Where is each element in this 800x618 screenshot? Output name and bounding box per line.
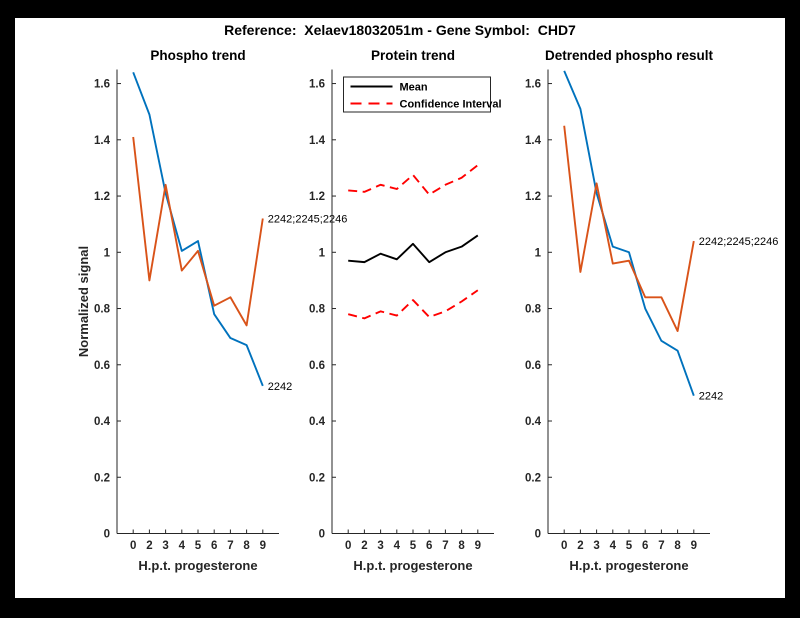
x-tick-label: 2 (361, 540, 367, 552)
subplot-title: Protein trend (371, 48, 455, 63)
y-tick-label: 1.6 (94, 79, 110, 91)
legend: Mean Confidence Interval (343, 76, 502, 113)
x-tick-label: 5 (410, 540, 417, 552)
series-line-2242 (132, 71, 264, 387)
y-axis-label: Normalized signal (76, 246, 91, 357)
y-tick-label: 1.4 (94, 135, 111, 147)
series-end-label-2242-2245-2246: 2242;2245;2246 (699, 236, 779, 248)
y-tick-label: 0 (535, 529, 541, 541)
y-tick-label: 1.2 (94, 191, 110, 203)
y-tick-label: 1 (535, 247, 542, 259)
x-axis-label: H.p.t. progesterone (569, 558, 688, 573)
subplot-protein-trend: 00.20.40.60.811.21.41.60 2 3 4 5 6 7 8 9Protein … (309, 48, 502, 573)
x-tick-label: 4 (179, 540, 186, 552)
y-tick-label: 0.6 (525, 360, 541, 372)
subplot-title: Phospho trend (150, 48, 245, 63)
y-tick-label: 0.2 (525, 472, 541, 484)
y-tick-label: 1.4 (525, 135, 542, 147)
x-axis-label: H.p.t. progesterone (138, 558, 257, 573)
y-tick-label: 1 (319, 247, 326, 259)
series-line-2242-2245-2246 (563, 125, 695, 332)
x-tick-label: 3 (377, 540, 383, 552)
series-end-label-2242: 2242 (268, 381, 292, 393)
x-tick-label: 8 (674, 540, 681, 552)
y-tick-label: 0.4 (94, 416, 111, 428)
x-tick-label: 0 (561, 540, 567, 552)
x-tick-label: 8 (458, 540, 465, 552)
x-tick-label: 7 (442, 540, 448, 552)
y-tick-label: 1 (104, 247, 111, 259)
x-tick-label: 5 (195, 540, 202, 552)
y-tick-label: 1.4 (309, 135, 326, 147)
y-tick-label: 1.6 (309, 79, 325, 91)
x-tick-label: 5 (626, 540, 633, 552)
y-tick-label: 0.2 (94, 472, 110, 484)
y-tick-label: 0 (104, 529, 110, 541)
x-tick-label: 8 (243, 540, 250, 552)
legend-label-mean: Mean (400, 82, 428, 94)
legend-label-confidence-interval: Confidence Interval (400, 99, 502, 111)
y-tick-label: 0.2 (309, 472, 325, 484)
series-line-confidence-interval-upper- (348, 164, 479, 196)
x-tick-label: 6 (642, 540, 648, 552)
subplot-phospho-trend: 00.20.40.60.811.21.41.60 2 3 4 5 6 7 8 9Phospho … (76, 48, 347, 573)
y-tick-label: 0.6 (309, 360, 325, 372)
y-tick-label: 0.4 (525, 416, 542, 428)
y-tick-label: 0.8 (309, 304, 326, 316)
x-tick-label: 9 (475, 540, 481, 552)
x-tick-label: 7 (227, 540, 233, 552)
x-tick-label: 0 (345, 540, 351, 552)
series-line-confidence-interval-lower- (347, 289, 479, 320)
legend-box (343, 76, 491, 113)
figure-title: Reference: Xelaev18032051m - Gene Symbol… (224, 22, 576, 38)
series-line-mean (348, 234, 479, 264)
series-line-2242-2245-2246 (132, 136, 264, 327)
x-tick-label: 0 (130, 540, 136, 552)
y-tick-label: 0.8 (94, 304, 111, 316)
x-tick-label: 9 (260, 540, 266, 552)
figure-canvas (15, 18, 785, 598)
x-tick-label: 3 (593, 540, 599, 552)
series-end-label-2242-2245-2246: 2242;2245;2246 (268, 214, 348, 226)
y-tick-label: 0.8 (525, 304, 542, 316)
x-tick-label: 4 (610, 540, 617, 552)
y-tick-label: 0.6 (94, 360, 110, 372)
y-tick-label: 0 (319, 529, 325, 541)
x-tick-label: 6 (211, 540, 217, 552)
y-tick-label: 1.2 (309, 191, 325, 203)
series-line-2242 (563, 70, 695, 397)
y-tick-label: 1.2 (525, 191, 541, 203)
x-tick-label: 2 (146, 540, 152, 552)
x-axis-label: H.p.t. progesterone (353, 558, 472, 573)
y-tick-label: 0.4 (309, 416, 326, 428)
x-tick-label: 3 (162, 540, 168, 552)
series-end-label-2242: 2242 (699, 391, 723, 403)
x-tick-label: 4 (394, 540, 401, 552)
y-tick-label: 1.6 (525, 79, 541, 91)
x-tick-label: 2 (577, 540, 583, 552)
x-tick-label: 9 (691, 540, 697, 552)
subplot-detrended-phospho-result: 00.20.40.60.811.21.41.60 2 3 4 5 6 7 8 9Detrende… (525, 48, 778, 573)
subplot-title: Detrended phospho result (545, 48, 714, 63)
x-tick-label: 6 (426, 540, 432, 552)
x-tick-label: 7 (658, 540, 664, 552)
